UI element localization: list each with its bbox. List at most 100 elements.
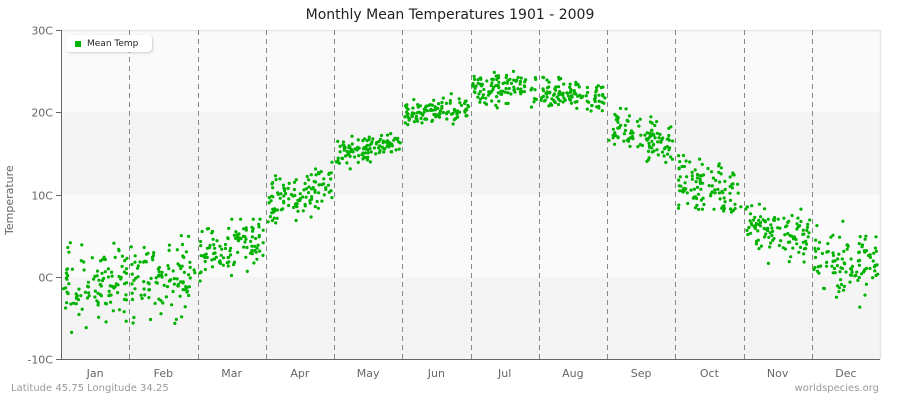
data-point bbox=[237, 232, 241, 236]
data-point bbox=[771, 218, 776, 222]
data-point bbox=[512, 85, 516, 89]
source-credit[interactable]: worldspecies.org bbox=[794, 383, 879, 394]
data-point bbox=[267, 201, 271, 205]
data-point bbox=[172, 282, 176, 286]
data-point bbox=[533, 88, 537, 92]
data-point bbox=[831, 233, 835, 237]
data-point bbox=[261, 228, 265, 232]
data-point bbox=[816, 247, 821, 251]
data-point bbox=[561, 91, 565, 95]
data-point bbox=[315, 199, 319, 204]
data-point bbox=[343, 146, 347, 151]
data-point bbox=[348, 167, 352, 171]
data-point bbox=[110, 270, 114, 274]
data-point bbox=[154, 276, 158, 280]
data-point bbox=[440, 106, 444, 110]
data-point bbox=[178, 294, 182, 298]
data-point bbox=[146, 251, 150, 255]
data-point bbox=[199, 244, 203, 248]
data-point bbox=[791, 246, 795, 250]
data-point bbox=[698, 157, 702, 161]
data-point bbox=[532, 100, 536, 104]
data-point bbox=[624, 107, 628, 111]
data-point bbox=[476, 81, 480, 85]
data-point bbox=[706, 166, 710, 171]
data-point bbox=[733, 207, 737, 211]
data-point bbox=[646, 158, 651, 162]
data-point bbox=[416, 105, 420, 109]
data-point bbox=[568, 82, 572, 86]
data-point bbox=[80, 243, 84, 247]
data-point bbox=[253, 244, 257, 248]
data-point bbox=[347, 146, 351, 150]
data-point bbox=[234, 236, 238, 240]
data-point bbox=[872, 251, 876, 255]
data-point bbox=[768, 245, 772, 249]
data-point bbox=[406, 107, 410, 111]
data-point bbox=[356, 160, 360, 164]
data-point bbox=[717, 164, 721, 168]
data-point bbox=[320, 199, 324, 203]
data-point bbox=[120, 254, 124, 258]
data-point bbox=[763, 235, 767, 239]
data-point bbox=[154, 280, 158, 284]
data-point bbox=[348, 154, 352, 158]
data-point bbox=[142, 280, 146, 284]
data-point bbox=[159, 273, 164, 277]
data-point bbox=[670, 157, 675, 161]
data-point bbox=[294, 202, 298, 206]
data-point bbox=[873, 246, 878, 250]
data-point bbox=[697, 207, 701, 211]
data-point bbox=[255, 257, 259, 261]
data-point bbox=[485, 79, 489, 83]
axes bbox=[61, 30, 880, 360]
data-point bbox=[230, 217, 234, 221]
data-point bbox=[74, 302, 78, 306]
data-point bbox=[728, 198, 733, 202]
data-point bbox=[736, 191, 740, 195]
data-point bbox=[103, 270, 107, 274]
data-point bbox=[397, 147, 401, 151]
data-point bbox=[530, 86, 534, 90]
legend[interactable]: Mean Temp bbox=[66, 35, 152, 52]
data-point bbox=[717, 170, 721, 174]
data-point bbox=[545, 95, 549, 99]
data-point bbox=[136, 275, 140, 279]
x-axis-ticks: Jan Feb Mar Apr May Jun Jul Aug Sep Oct Nov Dec bbox=[86, 367, 857, 380]
data-point bbox=[322, 177, 326, 181]
data-point bbox=[389, 150, 393, 154]
data-point bbox=[669, 155, 673, 159]
data-point bbox=[188, 260, 192, 264]
data-point bbox=[518, 82, 522, 86]
data-point bbox=[534, 77, 538, 81]
data-point bbox=[472, 90, 476, 94]
data-point bbox=[250, 252, 254, 256]
data-point bbox=[132, 315, 136, 320]
data-point bbox=[350, 134, 354, 138]
data-point bbox=[503, 90, 507, 94]
data-point bbox=[65, 268, 69, 272]
data-point bbox=[357, 154, 361, 158]
data-point bbox=[65, 277, 69, 281]
data-point bbox=[307, 185, 311, 189]
data-point bbox=[80, 307, 84, 311]
data-point bbox=[322, 193, 326, 197]
data-point bbox=[837, 252, 841, 256]
data-point bbox=[733, 202, 737, 206]
data-point bbox=[445, 117, 449, 121]
data-point bbox=[769, 223, 773, 227]
data-point bbox=[226, 255, 230, 260]
data-point bbox=[100, 271, 104, 275]
data-point bbox=[458, 101, 462, 105]
data-point bbox=[261, 241, 265, 245]
data-point bbox=[759, 215, 763, 219]
data-point bbox=[873, 269, 877, 273]
data-point bbox=[187, 234, 191, 238]
data-point bbox=[228, 249, 232, 253]
data-point bbox=[650, 150, 654, 154]
data-point bbox=[796, 216, 800, 220]
data-point bbox=[644, 137, 649, 141]
data-point bbox=[314, 167, 318, 171]
data-point bbox=[330, 160, 334, 164]
data-point bbox=[804, 242, 809, 246]
